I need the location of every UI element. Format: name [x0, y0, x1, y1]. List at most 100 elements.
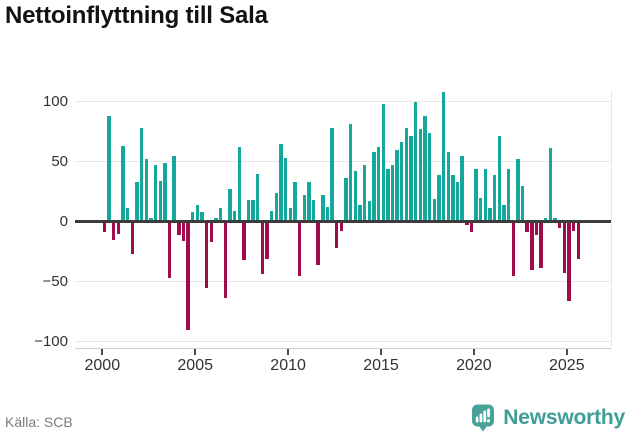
- bar-2003-q3[interactable]: [167, 221, 172, 278]
- bar-2024-q4[interactable]: [562, 221, 567, 274]
- bar-2018-q2[interactable]: [441, 91, 446, 222]
- bar-2022-q3[interactable]: [520, 185, 525, 222]
- bar-2018-q1[interactable]: [437, 174, 441, 222]
- bar-2009-q3[interactable]: [279, 143, 283, 222]
- bar-2014-q1[interactable]: [362, 165, 367, 222]
- bar-2017-q1[interactable]: [418, 129, 423, 222]
- bar-2023-q3[interactable]: [539, 221, 543, 269]
- bar-2002-q1[interactable]: [139, 127, 144, 222]
- bar-2021-q2[interactable]: [497, 136, 502, 222]
- bar-2025-q3[interactable]: [576, 221, 580, 259]
- bar-2025-q1[interactable]: [567, 221, 571, 301]
- bar-2005-q1[interactable]: [195, 204, 200, 222]
- bar-2023-q1[interactable]: [530, 221, 534, 270]
- bar-2011-q1[interactable]: [307, 181, 311, 222]
- bar-2015-q2[interactable]: [386, 168, 390, 222]
- bar-2020-q3[interactable]: [483, 168, 488, 222]
- bar-2018-q4[interactable]: [451, 174, 455, 222]
- bar-2020-q1[interactable]: [474, 168, 478, 222]
- bar-2002-q2[interactable]: [144, 159, 148, 222]
- bar-2016-q1[interactable]: [400, 142, 404, 222]
- bar-2024-q2[interactable]: [553, 217, 557, 222]
- bar-2000-q2[interactable]: [107, 115, 111, 222]
- bar-2017-q4[interactable]: [432, 198, 436, 222]
- bar-2017-q2[interactable]: [423, 115, 427, 222]
- bar-2002-q4[interactable]: [153, 165, 158, 222]
- bar-2011-q3[interactable]: [316, 221, 320, 265]
- bar-2012-q2[interactable]: [330, 127, 334, 222]
- bar-2001-q4[interactable]: [135, 181, 139, 222]
- bar-2000-q1[interactable]: [102, 221, 107, 233]
- bar-2007-q1[interactable]: [232, 210, 237, 222]
- bar-2021-q1[interactable]: [492, 174, 497, 222]
- bar-2019-q1[interactable]: [455, 181, 460, 222]
- bar-2006-q4[interactable]: [228, 189, 232, 222]
- bar-2007-q3[interactable]: [242, 221, 246, 260]
- bar-2016-q2[interactable]: [404, 127, 409, 222]
- bar-2013-q4[interactable]: [358, 204, 362, 222]
- bar-2023-q4[interactable]: [544, 217, 548, 222]
- bar-2010-q1[interactable]: [288, 208, 292, 222]
- bar-2005-q2[interactable]: [200, 211, 204, 222]
- bar-2021-q4[interactable]: [506, 168, 511, 222]
- bar-2022-q4[interactable]: [525, 221, 529, 233]
- bar-2003-q1[interactable]: [158, 180, 162, 222]
- bar-2020-q4[interactable]: [488, 208, 492, 222]
- bar-2013-q2[interactable]: [348, 124, 353, 222]
- bar-2010-q3[interactable]: [297, 221, 302, 276]
- bar-2008-q2[interactable]: [256, 173, 260, 222]
- bar-2007-q2[interactable]: [237, 147, 241, 222]
- bar-2011-q2[interactable]: [311, 199, 316, 222]
- bar-2016-q3[interactable]: [409, 136, 413, 222]
- bar-2008-q1[interactable]: [251, 199, 255, 222]
- bar-2019-q4[interactable]: [469, 221, 474, 233]
- bar-2025-q2[interactable]: [571, 221, 576, 232]
- bar-2005-q3[interactable]: [204, 221, 209, 288]
- bar-2011-q4[interactable]: [321, 195, 325, 222]
- bar-2005-q4[interactable]: [209, 221, 214, 242]
- bar-2006-q2[interactable]: [218, 208, 223, 222]
- bar-2006-q1[interactable]: [214, 217, 218, 222]
- bar-2017-q3[interactable]: [427, 132, 432, 222]
- bar-2014-q4[interactable]: [376, 147, 381, 222]
- bar-2006-q3[interactable]: [223, 221, 227, 299]
- bar-2012-q1[interactable]: [325, 207, 330, 222]
- bar-2001-q1[interactable]: [121, 145, 125, 222]
- bar-2020-q2[interactable]: [479, 197, 483, 222]
- bar-2001-q2[interactable]: [126, 208, 130, 222]
- bar-2013-q3[interactable]: [353, 171, 358, 222]
- bar-2023-q2[interactable]: [534, 221, 539, 235]
- bar-2004-q2[interactable]: [181, 221, 186, 241]
- newsworthy-logo[interactable]: Newsworthy: [471, 403, 625, 432]
- bar-2009-q4[interactable]: [283, 157, 288, 222]
- bar-2013-q1[interactable]: [344, 178, 348, 222]
- bar-2022-q2[interactable]: [516, 159, 520, 222]
- bar-2015-q3[interactable]: [390, 165, 395, 222]
- bar-2018-q3[interactable]: [446, 151, 450, 222]
- bar-2004-q3[interactable]: [186, 221, 190, 330]
- bar-2003-q4[interactable]: [172, 155, 176, 222]
- bar-2003-q2[interactable]: [163, 162, 167, 222]
- bar-2009-q2[interactable]: [274, 192, 279, 222]
- bar-2000-q3[interactable]: [112, 221, 116, 240]
- bar-2019-q2[interactable]: [460, 155, 464, 222]
- bar-2012-q3[interactable]: [335, 221, 339, 248]
- bar-2004-q4[interactable]: [191, 211, 195, 222]
- bar-2021-q3[interactable]: [502, 204, 506, 222]
- bar-2022-q1[interactable]: [511, 221, 515, 276]
- bar-2010-q4[interactable]: [302, 195, 306, 222]
- bar-2008-q3[interactable]: [260, 221, 265, 275]
- bar-2014-q2[interactable]: [367, 201, 371, 222]
- bar-2002-q3[interactable]: [149, 217, 153, 222]
- bar-2024-q1[interactable]: [548, 148, 553, 222]
- bar-2001-q3[interactable]: [130, 221, 135, 254]
- bar-2014-q3[interactable]: [372, 151, 376, 222]
- bar-2007-q4[interactable]: [246, 199, 251, 222]
- bar-2016-q4[interactable]: [414, 101, 418, 222]
- bar-2004-q1[interactable]: [177, 221, 181, 235]
- bar-2012-q4[interactable]: [339, 221, 344, 232]
- bar-2000-q4[interactable]: [116, 221, 121, 234]
- bar-2024-q3[interactable]: [558, 221, 562, 228]
- bar-2008-q4[interactable]: [265, 221, 269, 259]
- bar-2010-q2[interactable]: [293, 181, 297, 222]
